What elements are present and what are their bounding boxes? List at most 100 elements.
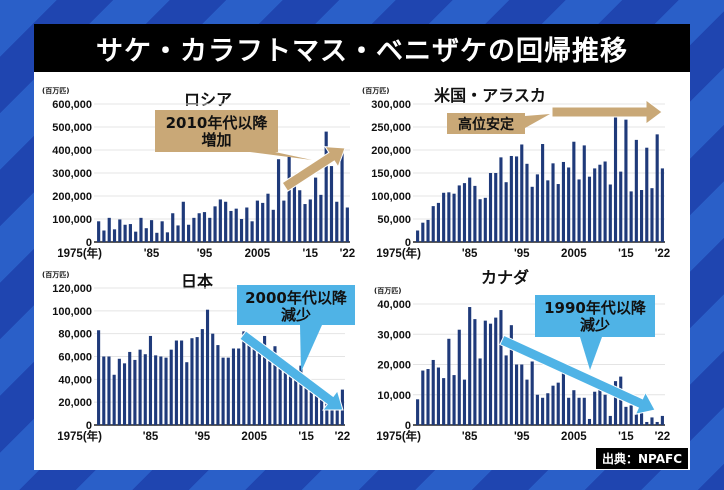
- bar: [520, 364, 524, 425]
- bar: [97, 221, 101, 242]
- bar: [442, 192, 446, 242]
- y-tick-label: 60,000: [58, 352, 92, 364]
- bar: [660, 415, 664, 425]
- annotation-line: 1990年代以降: [544, 299, 647, 317]
- bar: [468, 307, 472, 425]
- bar: [263, 335, 267, 425]
- bar: [154, 355, 158, 425]
- bar: [655, 134, 659, 242]
- bar: [231, 348, 236, 425]
- trend-arrow: [551, 99, 663, 125]
- bar: [515, 156, 519, 242]
- bar: [213, 206, 217, 242]
- annotation-line: 2000年代以降: [245, 289, 348, 307]
- bar: [494, 173, 498, 242]
- bar: [421, 222, 425, 242]
- bar: [587, 418, 592, 425]
- y-tick-label: 0: [405, 237, 411, 249]
- bar: [645, 147, 649, 242]
- bar: [619, 171, 623, 242]
- bar: [541, 397, 545, 425]
- page-title: サケ・カラフトマス・ベニザケの回帰推移: [34, 24, 690, 72]
- bar: [278, 362, 282, 425]
- bar: [462, 183, 467, 242]
- bar: [613, 116, 618, 242]
- x-tick-label: '85: [143, 431, 159, 443]
- bar: [551, 385, 555, 425]
- bar: [567, 397, 571, 425]
- bar: [320, 399, 324, 425]
- bar: [520, 144, 524, 242]
- bar: [515, 364, 519, 425]
- bar: [169, 349, 173, 425]
- bar: [504, 182, 508, 242]
- trend-arrow: [281, 146, 346, 192]
- bar: [247, 342, 251, 425]
- bar: [187, 224, 191, 242]
- bar: [546, 393, 550, 425]
- bar: [541, 144, 545, 242]
- bar: [252, 345, 256, 425]
- y-tick-label: 10,000: [377, 390, 411, 402]
- bar: [619, 376, 623, 425]
- arrow-shape: [281, 146, 346, 192]
- bar: [468, 177, 472, 242]
- bar: [208, 217, 212, 242]
- y-tick-label: 0: [86, 237, 92, 249]
- bar: [255, 200, 259, 242]
- y-tick-label: 150,000: [371, 168, 411, 180]
- arrow-shape: [499, 334, 656, 415]
- annotation-line: 2010年代以降: [166, 114, 269, 132]
- bar: [276, 159, 281, 242]
- y-tick-label: 100,000: [371, 191, 411, 203]
- bar: [613, 381, 618, 425]
- y-tick-label: 0: [405, 420, 411, 432]
- bar: [107, 217, 111, 242]
- bar: [340, 147, 344, 242]
- unit-label: (百万匹): [374, 287, 401, 295]
- bar: [138, 349, 142, 425]
- bar: [509, 325, 513, 425]
- y-tick-label: 0: [86, 420, 92, 432]
- bar: [530, 361, 534, 425]
- bar: [634, 414, 638, 425]
- bar: [294, 375, 298, 425]
- bar: [245, 207, 249, 242]
- bar: [112, 229, 117, 242]
- bar: [117, 358, 121, 425]
- chart-title: ロシア: [184, 90, 232, 109]
- bar: [551, 163, 555, 242]
- bar: [314, 177, 318, 242]
- bar: [102, 230, 106, 242]
- bar: [483, 320, 487, 425]
- bar: [452, 193, 456, 242]
- annotation-box: [237, 285, 355, 325]
- annotation-line: 増加: [201, 131, 231, 149]
- bar: [118, 219, 122, 242]
- bar: [556, 382, 560, 425]
- x-tick-label: '95: [514, 248, 530, 260]
- chart-1: 米国・アラスカ (百万匹) 0 50,000 100,000 150,000 200,000…: [362, 86, 670, 260]
- bar: [655, 421, 659, 425]
- bar: [128, 224, 132, 242]
- bar: [143, 354, 147, 425]
- bar: [447, 338, 451, 425]
- bar: [181, 201, 185, 242]
- bar: [202, 212, 207, 242]
- bar: [457, 329, 461, 425]
- y-tick-label: 100,000: [52, 306, 92, 318]
- bar: [288, 373, 293, 425]
- bar: [218, 199, 222, 242]
- bar: [234, 208, 238, 242]
- annotation-line: 減少: [281, 306, 311, 324]
- y-tick-label: 400,000: [52, 145, 92, 157]
- x-tick-label: '15: [618, 431, 634, 443]
- bar: [582, 397, 586, 425]
- bar: [139, 217, 143, 242]
- bar: [329, 166, 334, 242]
- trend-arrow: [499, 334, 656, 415]
- bar: [499, 157, 503, 242]
- bar: [171, 213, 175, 242]
- bar: [159, 356, 163, 425]
- bar: [561, 161, 565, 242]
